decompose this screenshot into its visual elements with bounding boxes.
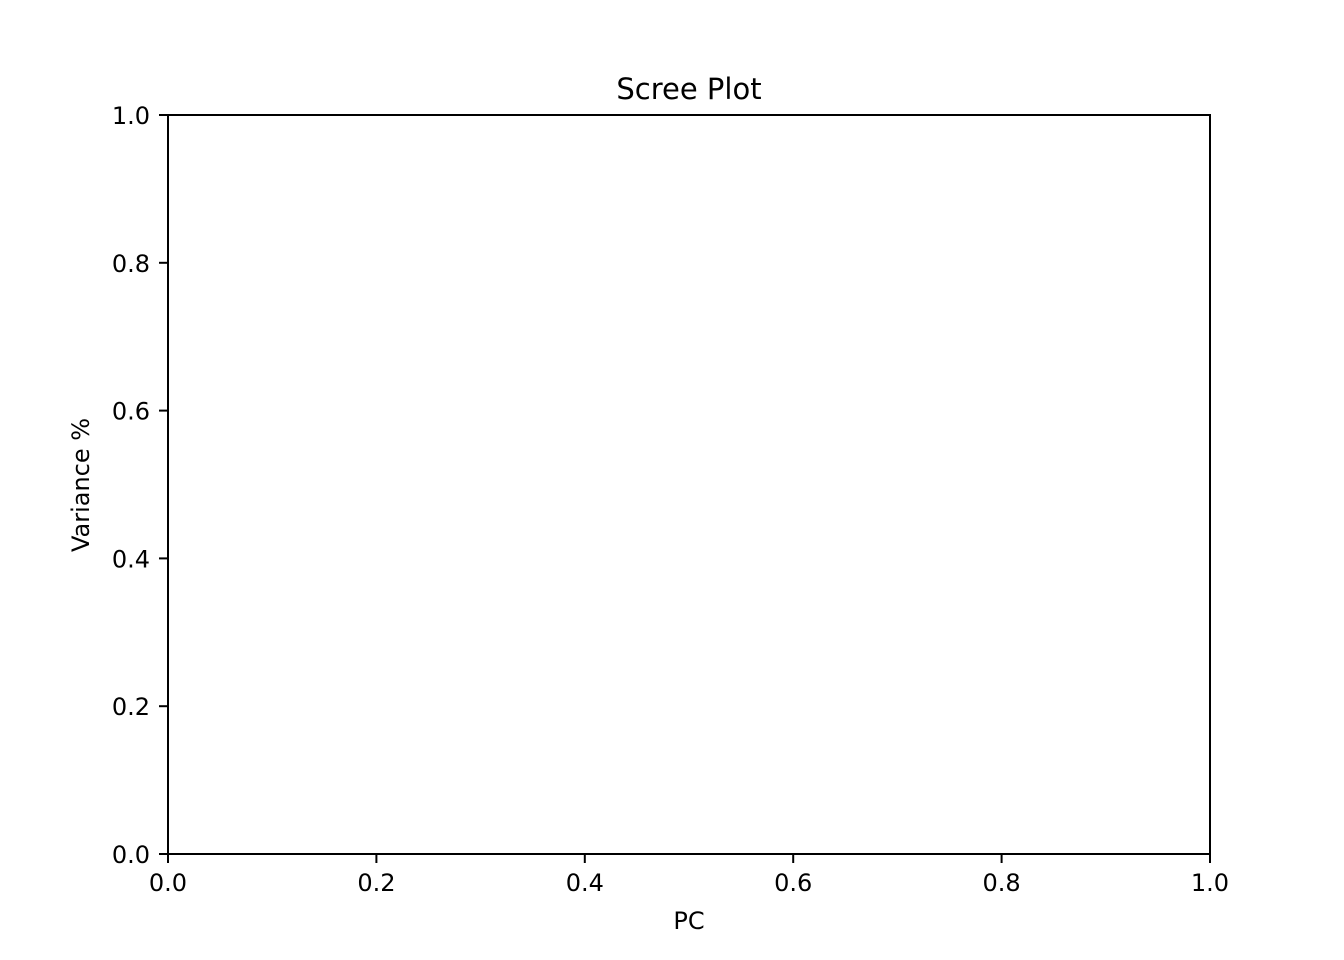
y-tick-label: 0.8 bbox=[112, 250, 150, 278]
x-tick-label: 0.8 bbox=[983, 869, 1021, 897]
x-tick-label: 1.0 bbox=[1191, 869, 1229, 897]
x-tick-label: 0.6 bbox=[774, 869, 812, 897]
y-tick-label: 0.4 bbox=[112, 545, 150, 573]
y-tick-label: 0.2 bbox=[112, 693, 150, 721]
x-axis-ticks: 0.0 0.2 0.4 0.6 0.8 1.0 bbox=[149, 854, 1229, 897]
y-axis-label: Variance % bbox=[67, 418, 95, 552]
x-tick-label: 0.4 bbox=[566, 869, 604, 897]
plot-area bbox=[167, 114, 1211, 855]
chart-title: Scree Plot bbox=[616, 72, 761, 106]
axes-frame bbox=[167, 114, 1211, 855]
y-tick-label: 0.0 bbox=[112, 841, 150, 869]
x-axis-label: PC bbox=[673, 907, 704, 935]
y-tick-label: 0.6 bbox=[112, 398, 150, 426]
y-tick-label: 1.0 bbox=[112, 102, 150, 130]
x-tick-label: 0.0 bbox=[149, 869, 187, 897]
y-axis-ticks: 0.0 0.2 0.4 0.6 0.8 1.0 bbox=[112, 102, 168, 869]
x-tick-label: 0.2 bbox=[357, 869, 395, 897]
